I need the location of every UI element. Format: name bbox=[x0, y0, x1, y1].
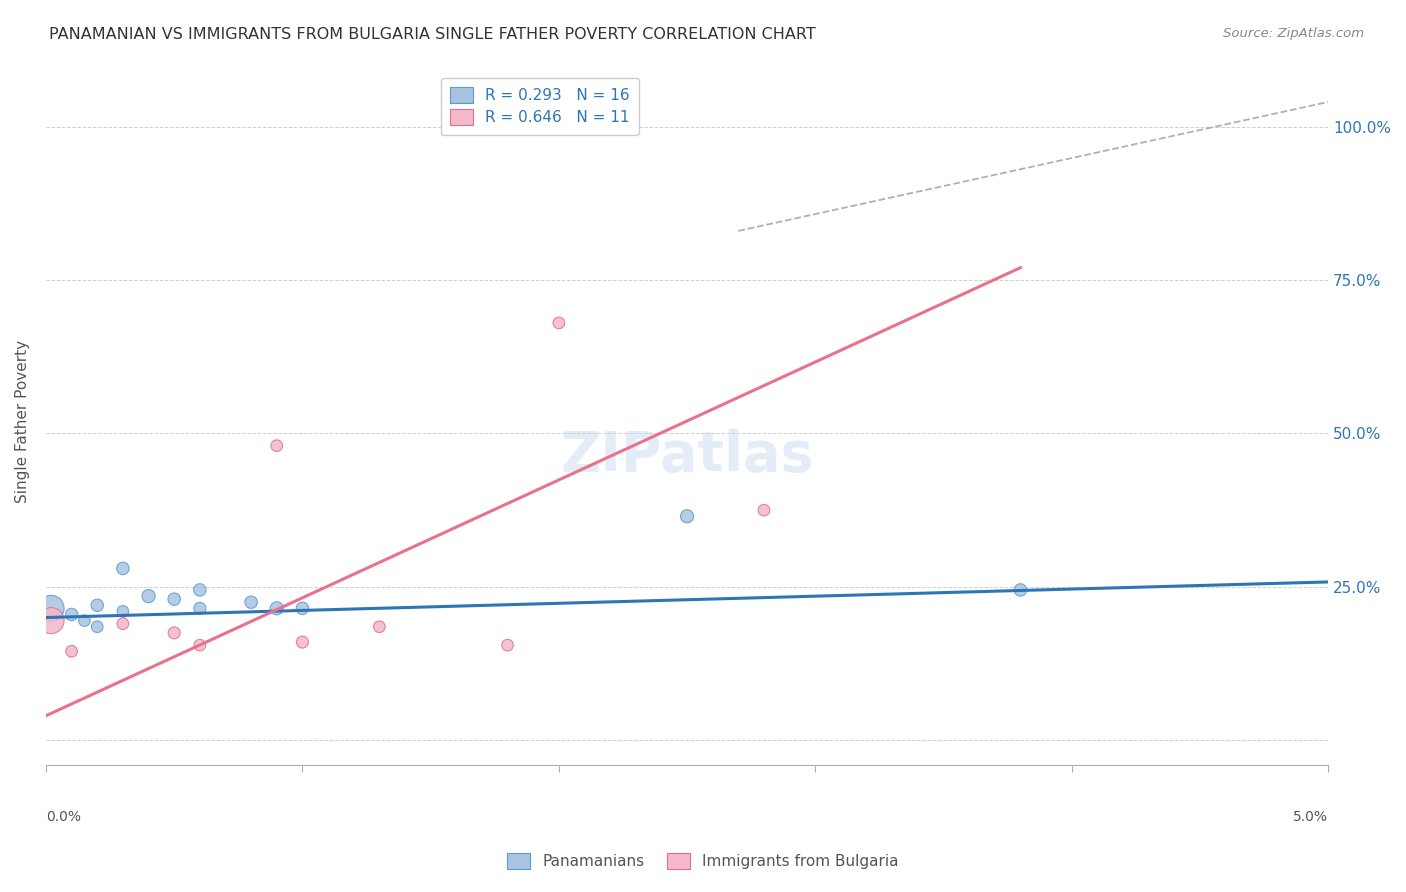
Point bbox=[368, 620, 391, 634]
Point bbox=[111, 616, 134, 631]
Text: 0.0%: 0.0% bbox=[46, 810, 82, 823]
Point bbox=[676, 509, 699, 524]
Legend: R = 0.293   N = 16, R = 0.646   N = 11: R = 0.293 N = 16, R = 0.646 N = 11 bbox=[440, 78, 638, 135]
Point bbox=[163, 626, 186, 640]
Point bbox=[60, 607, 83, 622]
Point bbox=[188, 638, 211, 652]
Text: 5.0%: 5.0% bbox=[1294, 810, 1329, 823]
Point bbox=[86, 599, 108, 613]
Y-axis label: Single Father Poverty: Single Father Poverty bbox=[15, 340, 30, 503]
Point bbox=[291, 601, 314, 615]
Point bbox=[60, 644, 83, 658]
Text: Source: ZipAtlas.com: Source: ZipAtlas.com bbox=[1223, 27, 1364, 40]
Text: PANAMANIAN VS IMMIGRANTS FROM BULGARIA SINGLE FATHER POVERTY CORRELATION CHART: PANAMANIAN VS IMMIGRANTS FROM BULGARIA S… bbox=[49, 27, 815, 42]
Point bbox=[111, 604, 134, 618]
Point bbox=[39, 601, 62, 615]
Point bbox=[138, 589, 160, 603]
Point bbox=[111, 561, 134, 575]
Point bbox=[266, 439, 288, 453]
Point bbox=[188, 601, 211, 615]
Point bbox=[266, 601, 288, 615]
Point bbox=[1010, 582, 1032, 597]
Legend: Panamanians, Immigrants from Bulgaria: Panamanians, Immigrants from Bulgaria bbox=[501, 847, 905, 875]
Point bbox=[86, 620, 108, 634]
Point bbox=[291, 635, 314, 649]
Point bbox=[163, 592, 186, 607]
Point bbox=[39, 614, 62, 628]
Point bbox=[73, 614, 96, 628]
Point bbox=[752, 503, 775, 517]
Text: ZIPatlas: ZIPatlas bbox=[561, 428, 814, 483]
Point bbox=[240, 595, 263, 609]
Point bbox=[496, 638, 519, 652]
Point bbox=[547, 316, 569, 330]
Point bbox=[188, 582, 211, 597]
